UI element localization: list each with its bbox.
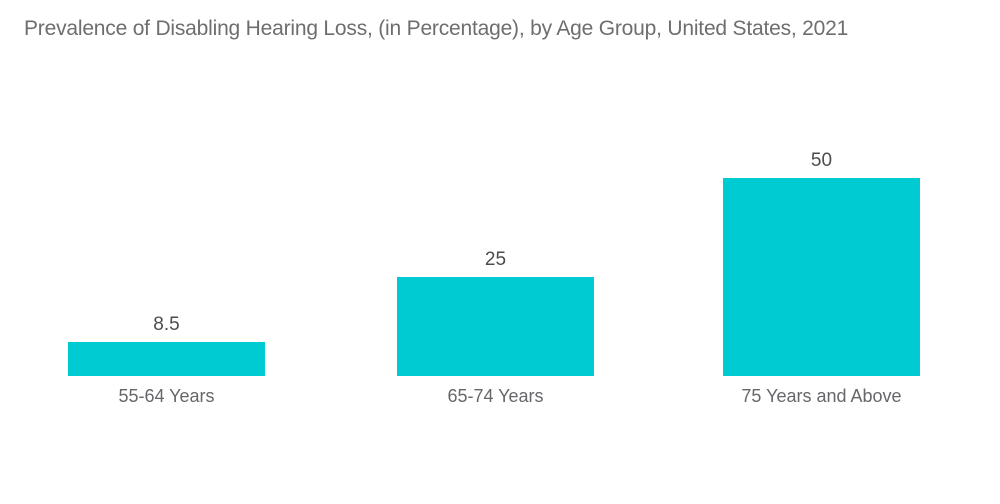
bar-value-label: 50 (810, 150, 833, 171)
category-label-65-74: 65-74 Years (447, 386, 544, 406)
chart-title: Prevalence of Disabling Hearing Loss, (i… (24, 17, 849, 40)
bar-value-label: 25 (484, 249, 507, 270)
bar-55-64-years (68, 342, 265, 376)
bar-group-55-64: 8.5 (68, 315, 265, 376)
bar-group-75-above: 50 (723, 151, 920, 376)
bar-65-74-years (397, 277, 594, 376)
bar-group-65-74: 25 (397, 250, 594, 376)
bar-value-label: 8.5 (153, 314, 180, 335)
bar-75-years-and-above (723, 178, 920, 376)
category-label-75-above: 75 Years and Above (741, 386, 902, 406)
category-label-55-64: 55-64 Years (118, 386, 215, 406)
